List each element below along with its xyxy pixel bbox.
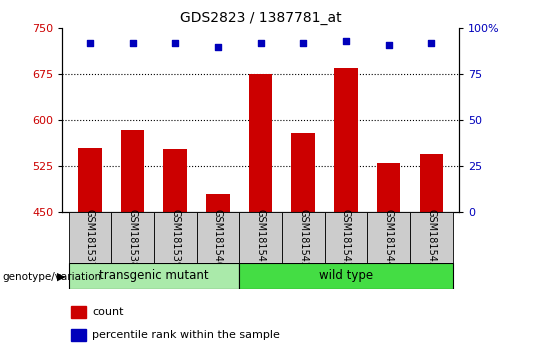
Bar [239, 263, 453, 289]
Point [85, 40, 94, 46]
Bar [367, 212, 410, 264]
Bar [111, 212, 154, 264]
Point [299, 40, 308, 46]
Text: GSM181541: GSM181541 [255, 209, 266, 268]
Bar [377, 163, 400, 212]
Point [128, 40, 137, 46]
Bar [154, 212, 197, 264]
Bar [282, 212, 325, 264]
Text: GSM181543: GSM181543 [341, 209, 351, 268]
Text: wild type: wild type [319, 269, 373, 282]
Bar [325, 212, 367, 264]
Bar [69, 212, 111, 264]
Bar [420, 154, 443, 212]
Bar [121, 130, 144, 212]
Point [342, 38, 350, 44]
Text: GSM181540: GSM181540 [213, 209, 223, 268]
Bar [197, 212, 239, 264]
Text: GSM181544: GSM181544 [383, 209, 394, 268]
Bar [292, 133, 315, 212]
Bar [249, 74, 272, 212]
Text: percentile rank within the sample: percentile rank within the sample [92, 330, 280, 340]
Point [213, 44, 222, 50]
Text: GSM181545: GSM181545 [426, 209, 436, 268]
Point [171, 40, 179, 46]
Bar [78, 148, 102, 212]
Text: ▶: ▶ [57, 272, 65, 282]
Bar [71, 306, 86, 318]
Text: GSM181542: GSM181542 [298, 209, 308, 268]
Text: GSM181538: GSM181538 [127, 209, 138, 268]
Point [427, 40, 436, 46]
Text: GSM181537: GSM181537 [85, 209, 95, 268]
Text: GSM181539: GSM181539 [170, 209, 180, 268]
Text: genotype/variation: genotype/variation [3, 272, 102, 282]
Point [384, 42, 393, 48]
Bar [334, 68, 357, 212]
Bar [164, 149, 187, 212]
Point [256, 40, 265, 46]
Text: transgenic mutant: transgenic mutant [99, 269, 208, 282]
Bar [206, 194, 230, 212]
Bar [239, 212, 282, 264]
Bar [69, 263, 239, 289]
Bar [71, 329, 86, 341]
Text: count: count [92, 307, 124, 317]
Bar [410, 212, 453, 264]
Title: GDS2823 / 1387781_at: GDS2823 / 1387781_at [180, 11, 341, 24]
